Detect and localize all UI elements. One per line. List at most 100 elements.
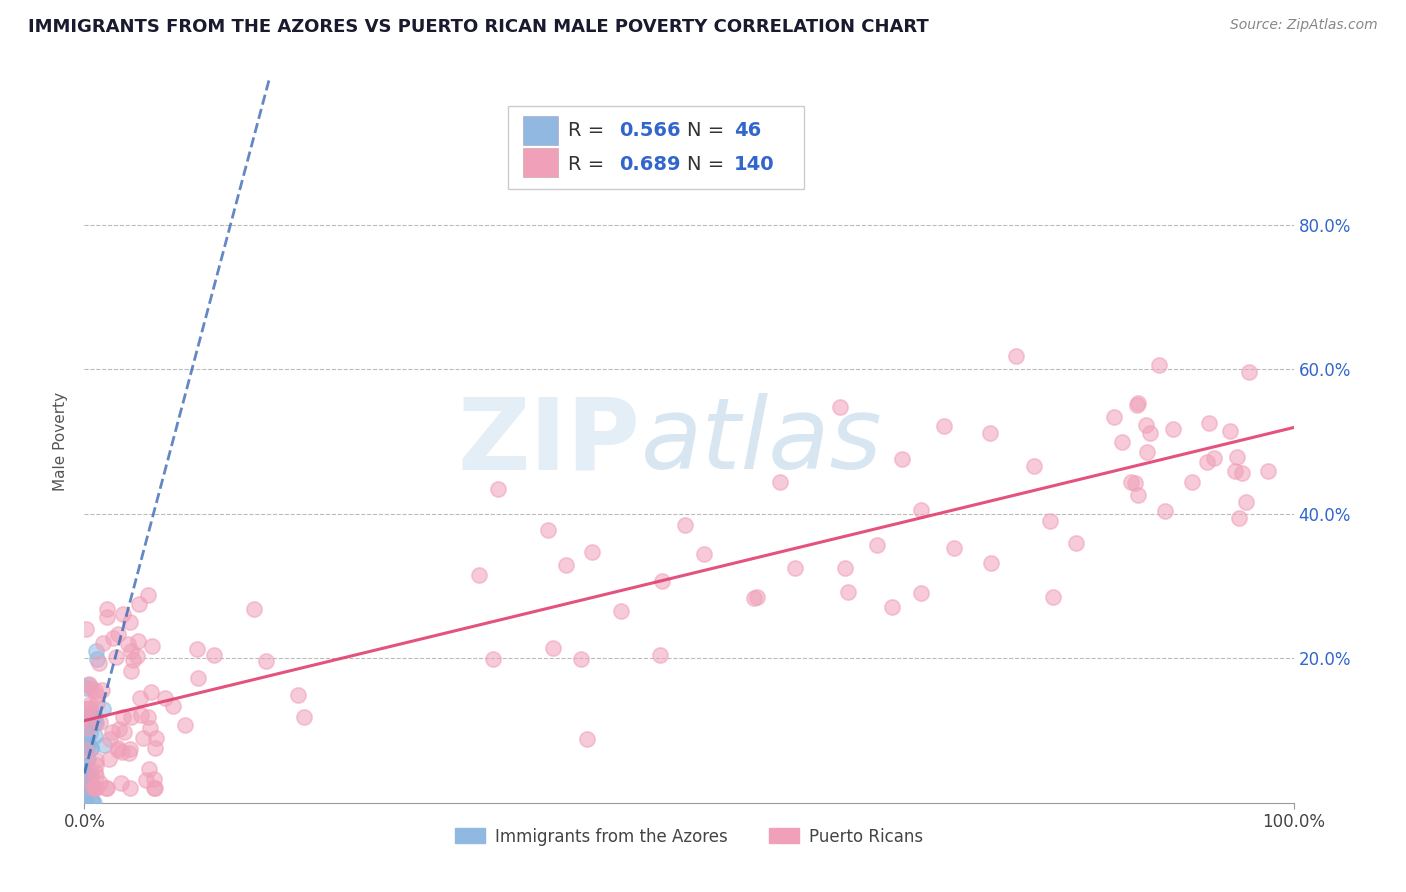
Point <box>96 781 118 796</box>
Point <box>1119 475 1142 489</box>
Point <box>107 743 129 757</box>
Point <box>84 688 107 702</box>
Point <box>837 585 859 599</box>
Point <box>83 729 105 743</box>
Point <box>83 796 105 810</box>
Point <box>932 418 955 433</box>
Point <box>1022 458 1045 473</box>
Point <box>486 482 509 496</box>
Point <box>108 723 131 737</box>
Point <box>162 699 184 714</box>
Point <box>120 644 142 658</box>
Point <box>129 691 152 706</box>
Point <box>121 653 143 667</box>
Point <box>742 591 765 605</box>
Point <box>747 590 769 604</box>
Point <box>73 796 96 810</box>
Point <box>979 425 1001 440</box>
FancyBboxPatch shape <box>523 116 558 145</box>
Point <box>651 574 673 588</box>
Point <box>186 641 208 656</box>
Point <box>76 753 98 767</box>
Point <box>77 768 100 782</box>
Point <box>1125 475 1147 490</box>
Point <box>153 690 176 705</box>
Point <box>79 677 101 691</box>
Point <box>1219 424 1241 438</box>
Point <box>128 597 150 611</box>
Point <box>576 731 599 746</box>
Point <box>76 721 98 735</box>
Point <box>94 781 117 796</box>
Point <box>93 738 115 752</box>
Text: atlas: atlas <box>641 393 882 490</box>
Point <box>141 639 163 653</box>
Point <box>120 742 142 756</box>
Point <box>118 615 141 629</box>
Point <box>202 648 225 662</box>
Point <box>83 781 105 796</box>
Point <box>131 731 153 745</box>
Point <box>91 702 114 716</box>
Point <box>107 740 129 755</box>
Point <box>75 796 97 810</box>
Point <box>82 796 104 810</box>
Point <box>76 777 98 791</box>
Point <box>75 726 97 740</box>
Point <box>256 654 278 668</box>
Point <box>891 451 914 466</box>
Point <box>537 523 560 537</box>
Point <box>73 767 96 781</box>
Point <box>1126 398 1149 412</box>
Point <box>1181 475 1204 489</box>
Point <box>75 788 97 802</box>
Text: 0.566: 0.566 <box>619 121 681 140</box>
Point <box>89 776 111 790</box>
Point <box>91 636 114 650</box>
Point <box>79 766 101 780</box>
Point <box>79 774 101 789</box>
Point <box>1198 416 1220 430</box>
Point <box>467 568 489 582</box>
Text: R =: R = <box>568 155 605 174</box>
Point <box>111 745 134 759</box>
Point <box>943 541 966 555</box>
Point <box>292 710 315 724</box>
Point <box>127 649 149 664</box>
Point <box>1126 396 1149 410</box>
Point <box>554 558 576 573</box>
Point <box>79 702 101 716</box>
FancyBboxPatch shape <box>523 148 558 178</box>
Point <box>1257 464 1279 478</box>
Point <box>135 773 157 788</box>
Point <box>118 747 141 761</box>
Point <box>87 656 110 670</box>
Point <box>84 683 107 698</box>
Point <box>77 721 100 735</box>
Point <box>1237 365 1260 379</box>
Point <box>143 772 166 787</box>
Text: ZIP: ZIP <box>458 393 641 490</box>
Text: N =: N = <box>686 121 724 140</box>
Point <box>1102 409 1125 424</box>
Point <box>75 793 97 807</box>
Point <box>910 502 932 516</box>
Point <box>100 732 122 747</box>
Point <box>1227 511 1250 525</box>
Point <box>79 697 101 711</box>
Point <box>76 700 98 714</box>
Point <box>1225 464 1247 478</box>
Point <box>1234 495 1257 509</box>
Point <box>75 784 97 798</box>
Point <box>84 644 107 658</box>
Point <box>834 561 856 575</box>
Text: 140: 140 <box>734 155 775 174</box>
Point <box>75 712 97 726</box>
Point <box>79 706 101 720</box>
Point <box>75 739 97 754</box>
Point <box>107 627 129 641</box>
Point <box>82 781 104 796</box>
Point <box>1147 359 1170 373</box>
Text: 0.689: 0.689 <box>619 155 681 174</box>
Point <box>79 681 101 695</box>
